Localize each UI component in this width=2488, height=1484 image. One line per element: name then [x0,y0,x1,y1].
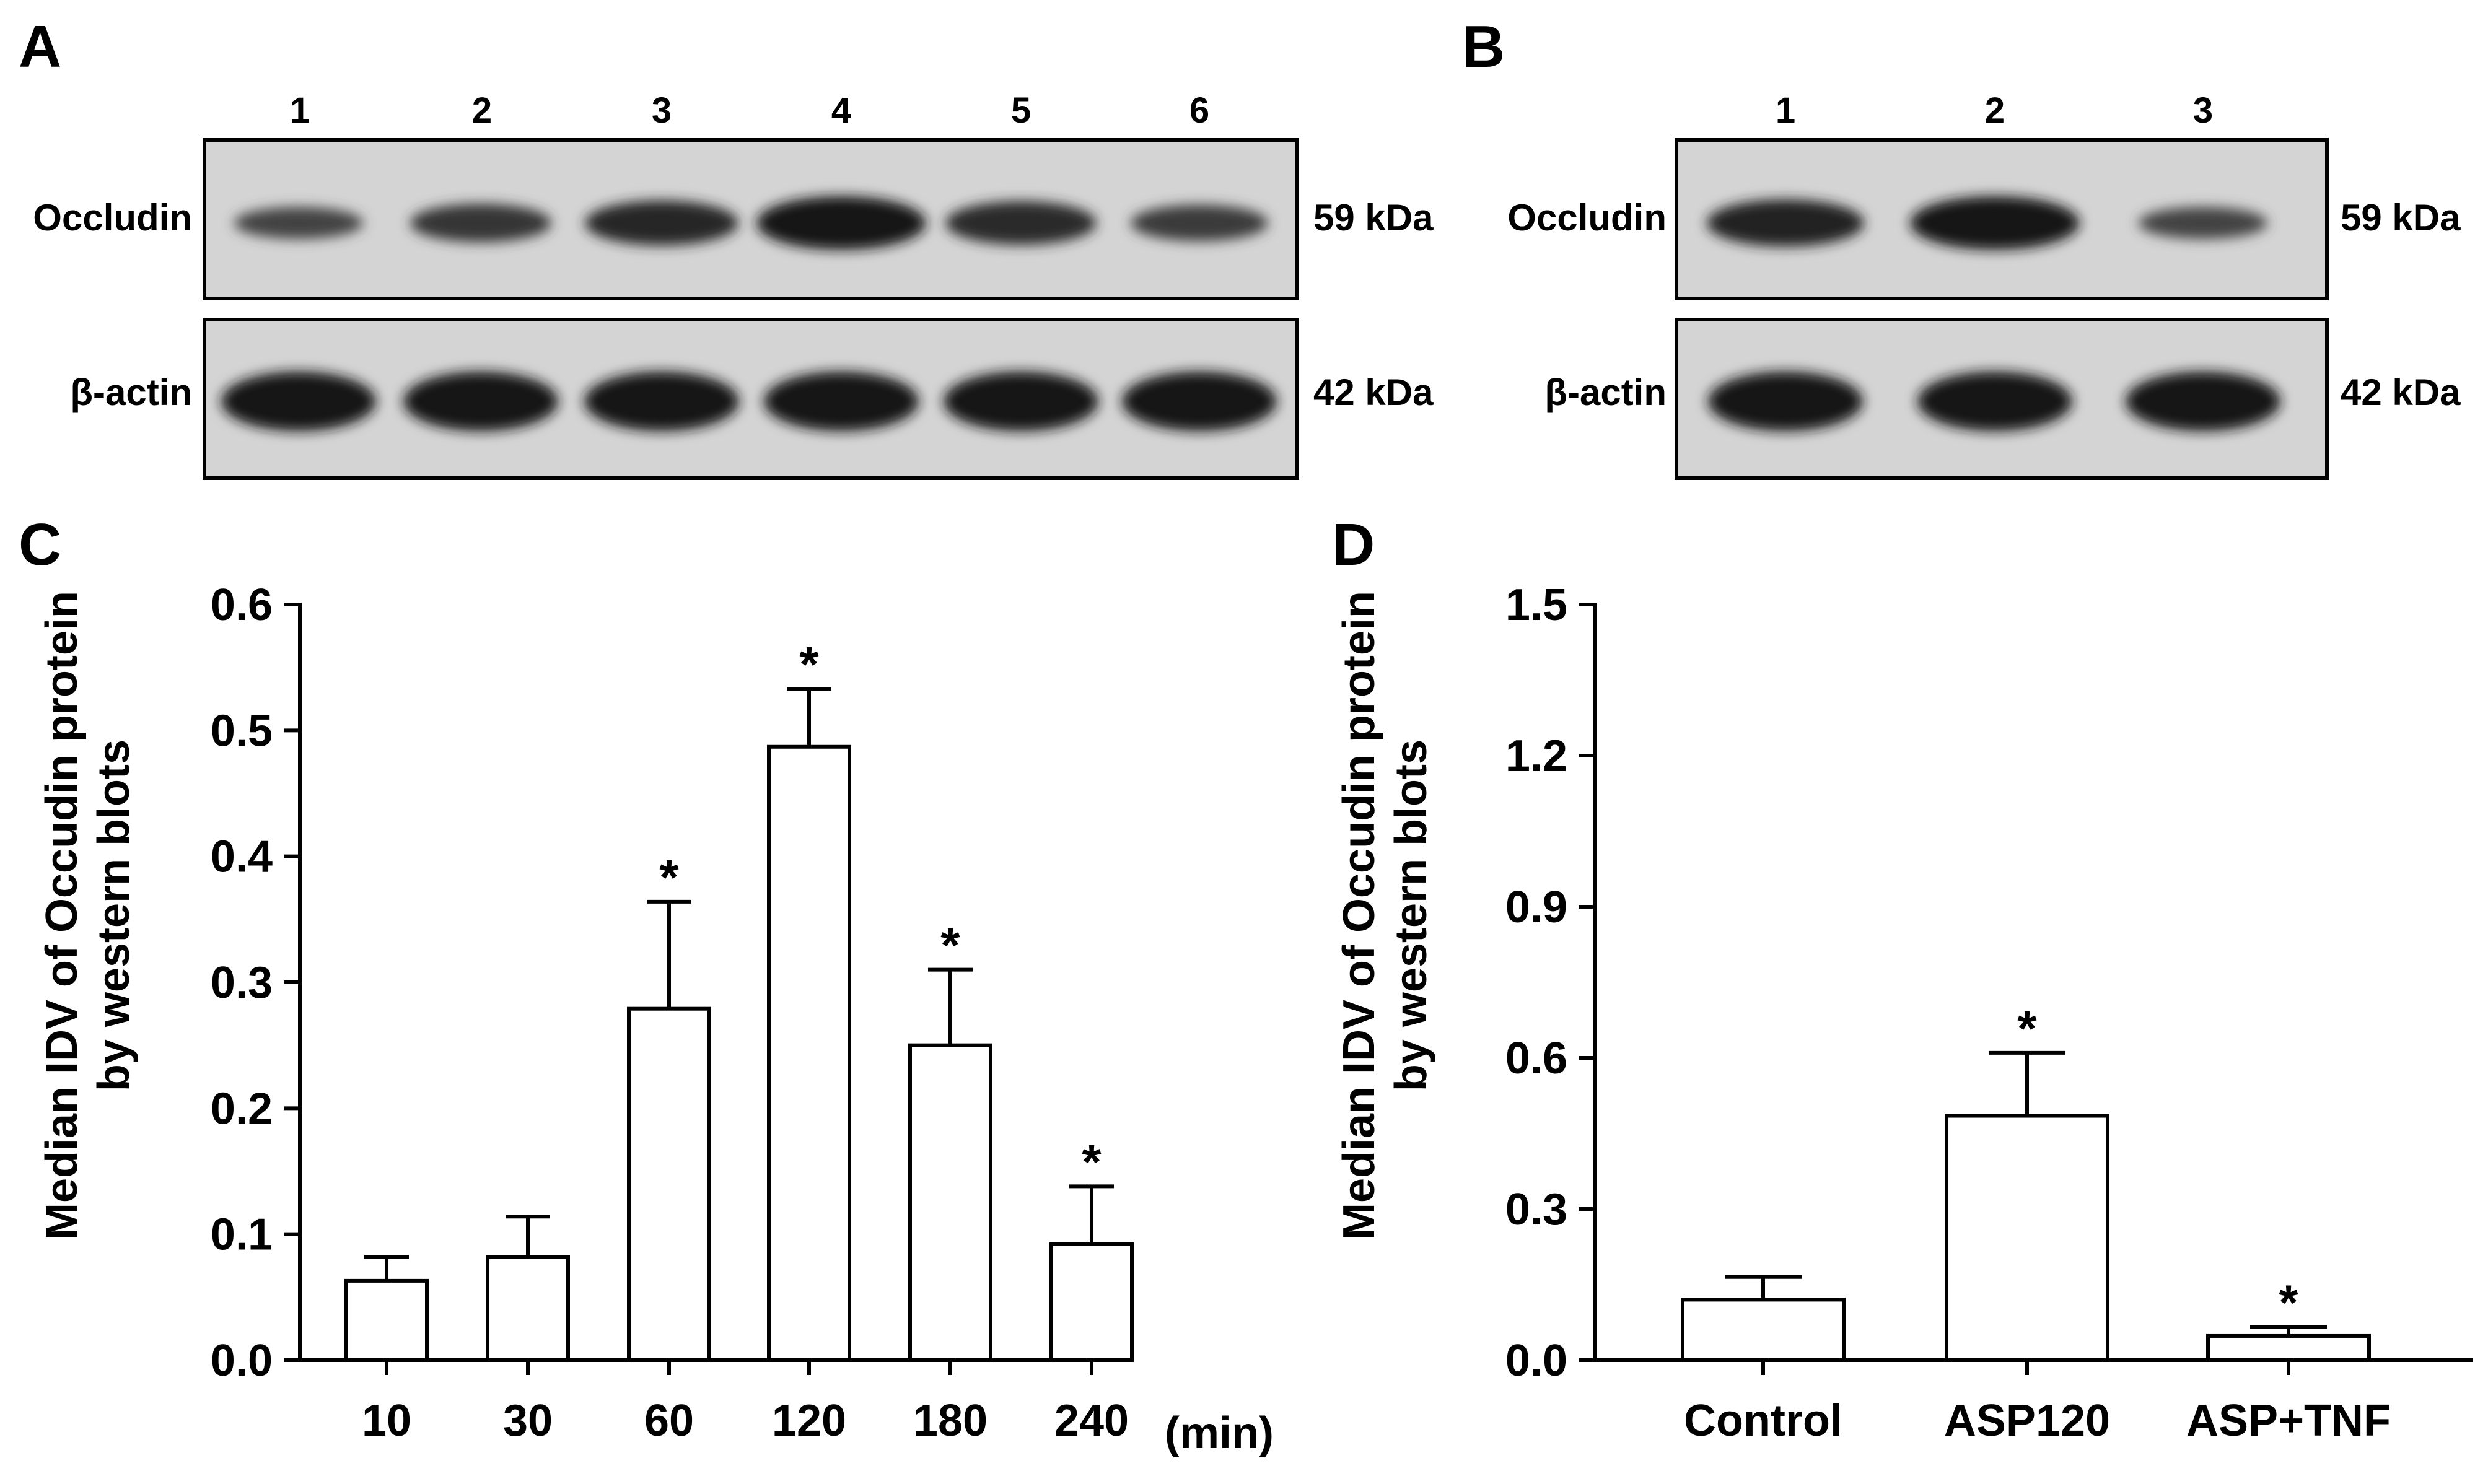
blot-band [1708,372,1863,431]
significance-marker: * [659,850,679,905]
blot-band [1707,199,1864,247]
blot-band [221,372,376,431]
band-row-actin [1708,372,2280,431]
x-tick-label: 10 [362,1396,411,1446]
y-tick-label: 1.2 [1505,731,1567,781]
bar-chart-d: Median IDV of Occudin protein by western… [1334,580,2473,1446]
y-tick-label: 0.2 [211,1084,273,1133]
y-axis-label-line: by western blots [1386,740,1436,1091]
significance-marker: * [799,637,819,692]
blot-band [1910,196,2080,250]
x-tick-label: 30 [503,1396,553,1446]
blot-band [764,372,919,431]
blot-band [1122,372,1277,431]
x-tick-label: 120 [772,1396,846,1446]
bar [1681,1298,1846,1362]
lane-label: 3 [2193,90,2213,131]
blot-band [410,204,551,242]
lane-labels: 1 2 3 4 5 6 [290,90,1209,131]
blot-membrane-occludin [203,138,1299,300]
y-tick-label: 0.0 [1505,1336,1567,1386]
lane-label: 3 [652,90,672,131]
y-tick-label: 0.6 [211,580,273,630]
y-tick-label: 0.3 [211,958,273,1008]
panel-letter-a: A [19,14,61,80]
bar [486,1255,570,1363]
y-axis-label-line: Median IDV of Occudin protein [1334,591,1384,1240]
y-tick-label: 0.5 [211,706,273,756]
bar [627,1006,711,1362]
blot-band [1131,204,1268,242]
blot-band [234,207,364,239]
protein-label: β-actin [70,372,192,413]
blot-band [585,200,738,246]
x-tick-label: 240 [1054,1396,1129,1446]
bar-chart-c: Median IDV of Occudin protein by western… [37,580,1274,1458]
lane-labels: 1 2 3 [1776,90,2213,131]
lane-label: 2 [1985,90,2005,131]
lane-label: 2 [472,90,492,131]
bar [1049,1242,1134,1363]
bar [2206,1333,2371,1362]
y-tick-label: 0.3 [1505,1185,1567,1234]
lane-label: 6 [1189,90,1209,131]
y-axis-label-line: by western blots [89,740,139,1091]
western-blot-b: 1 2 3 Occludin β-actin 59 kDa 42 kDa [1507,90,2461,480]
blot-band [944,372,1098,431]
significance-marker: * [2017,1001,2037,1056]
lane-label: 5 [1011,90,1031,131]
y-axis-label: Median IDV of Occudin protein by western… [37,591,139,1240]
protein-label: Occludin [1507,197,1667,238]
western-blot-a: 1 2 3 4 5 6 Occludin β-actin 59 kDa 42 k… [33,90,1434,480]
significance-marker: * [940,918,960,973]
panel-letter-b: B [1462,14,1505,80]
molecular-weight-label: 42 kDa [2341,372,2461,413]
x-tick-label: ASP120 [1944,1396,2110,1446]
y-tick-label: 0.0 [211,1336,273,1386]
significance-marker: * [1082,1134,1102,1189]
lane-label: 1 [1776,90,1795,131]
lane-label: 4 [831,90,851,131]
molecular-weight-label: 59 kDa [2341,197,2461,238]
x-tick-label: ASP+TNF [2186,1396,2391,1446]
panel-letter-d: D [1332,512,1375,578]
y-axis-label-line: Median IDV of Occudin protein [37,591,87,1240]
band-row-occludin [1707,196,2268,250]
y-tick-label: 0.4 [211,832,273,882]
blot-band [756,196,926,250]
significance-marker: * [2279,1275,2298,1330]
y-tick-label: 0.1 [211,1210,273,1260]
panel-letter-c: C [19,512,61,578]
y-tick-label: 0.6 [1505,1034,1567,1083]
band-row-actin [221,372,1277,431]
x-axis-unit: (min) [1165,1408,1274,1458]
bar [344,1278,429,1362]
y-tick-label: 0.9 [1505,883,1567,932]
band-row-occludin [234,196,1268,250]
blot-band [2126,372,2280,431]
blot-band [584,372,739,431]
lane-label: 1 [290,90,310,131]
x-tick-label: Control [1684,1396,1842,1446]
x-tick-label: 60 [644,1396,694,1446]
protein-label: Occludin [33,197,192,238]
blot-band [945,201,1097,245]
molecular-weight-label: 59 kDa [1313,197,1434,238]
blot-band [1917,372,2072,431]
y-tick-label: 1.5 [1505,580,1567,630]
protein-label: β-actin [1544,372,1667,413]
y-axis-label: Median IDV of Occudin protein by western… [1334,591,1436,1240]
x-tick-label: 180 [913,1396,988,1446]
bar [1945,1114,2109,1362]
blot-band [403,372,558,431]
blot-membrane-actin [203,318,1299,480]
blot-band [2138,207,2268,239]
bar [908,1043,992,1362]
molecular-weight-label: 42 kDa [1313,372,1434,413]
bar [767,744,851,1363]
